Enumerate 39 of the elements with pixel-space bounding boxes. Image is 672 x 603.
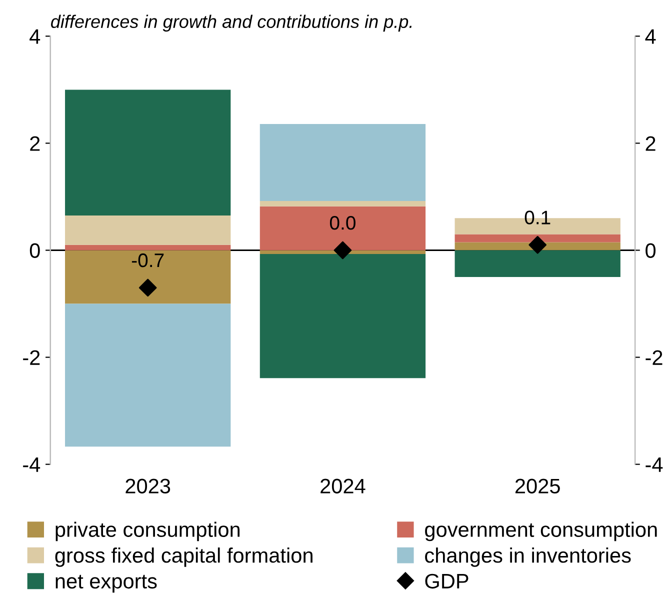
y-tick-label: -2 (23, 350, 40, 365)
y2-tick-label: -4 (646, 458, 663, 472)
bar (65, 250, 231, 304)
y-tick-label: -4 (23, 458, 40, 472)
bar (454, 234, 620, 242)
y2-tick-label: -2 (646, 350, 662, 365)
bar (260, 124, 426, 202)
bar (65, 90, 231, 216)
bar (260, 254, 426, 378)
legend-label: gross fixed capital formation (55, 547, 312, 567)
point (138, 278, 157, 297)
bar (260, 201, 426, 206)
x-tick-label: 2025 (515, 478, 560, 494)
y-tick-label: 4 (30, 29, 40, 44)
legend-label: changes in inventories (425, 547, 631, 567)
y2-tick-label: 0 (646, 243, 656, 258)
bar (260, 250, 426, 254)
legend-label: net exports (56, 574, 157, 593)
y-tick-label: 0 (30, 243, 40, 258)
bar (65, 244, 231, 250)
data-label: 0.0 (330, 216, 356, 230)
bar (260, 206, 426, 250)
x-tick-label: 2024 (320, 478, 366, 494)
y2-tick-label: 2 (646, 136, 656, 151)
chart-title: differences in growth and contributions in p.p. (51, 14, 412, 32)
data-label: 0.1 (524, 210, 550, 224)
legend-label: government consumption (425, 522, 657, 542)
point (528, 236, 547, 254)
point (334, 241, 352, 260)
bar (454, 242, 620, 250)
legend-label: GDP (425, 574, 468, 589)
x-tick-label: 2023 (126, 478, 170, 494)
legend-label: private consumption (56, 522, 240, 542)
bar (65, 304, 231, 447)
y2-tick-label: 4 (645, 29, 656, 44)
data-label: -0.7 (132, 253, 164, 268)
bar (65, 215, 231, 245)
bar (454, 250, 620, 278)
y-tick-label: 2 (30, 136, 40, 151)
